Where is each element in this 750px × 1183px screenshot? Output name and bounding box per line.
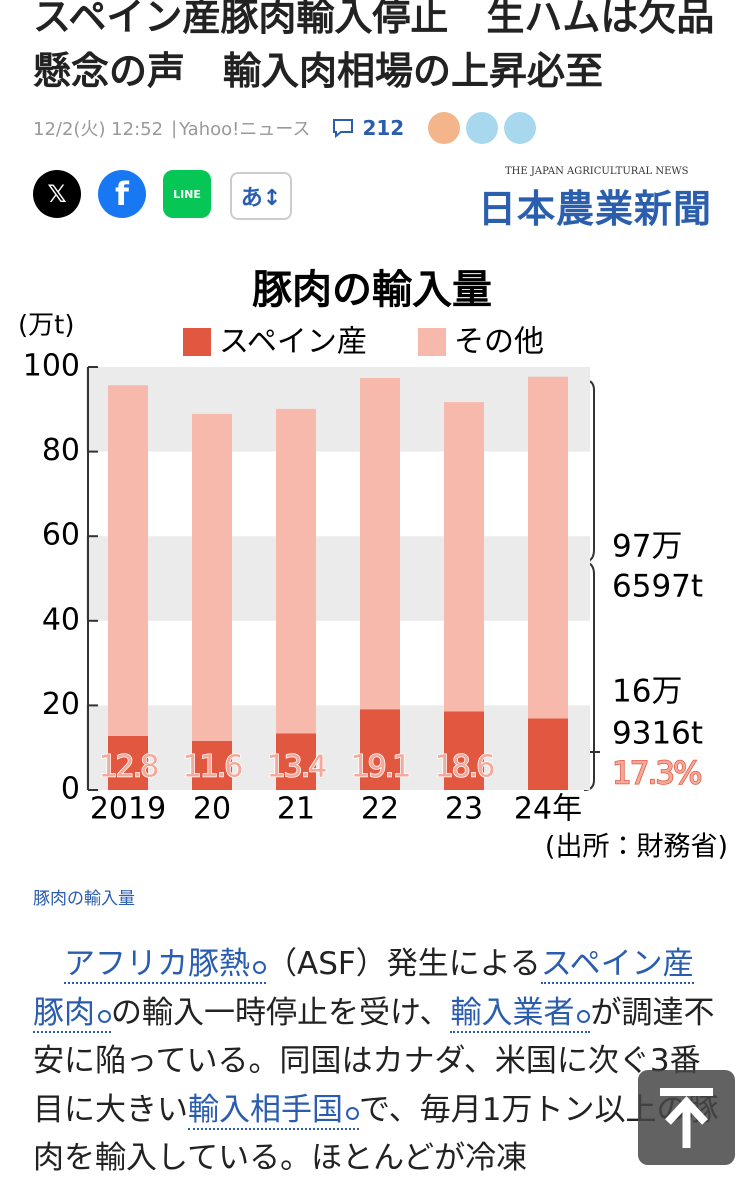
y-tick-label: 100 <box>23 349 80 384</box>
chart-title: 豚肉の輸入量 <box>252 267 492 313</box>
bar-segment <box>276 408 316 734</box>
bar-segment <box>192 413 232 741</box>
reaction-icon[interactable] <box>466 112 499 144</box>
value-label: 19.1 <box>351 750 410 785</box>
x-tick-label: 23 <box>445 792 483 827</box>
y-tick-label: 20 <box>42 687 80 722</box>
chart: 豚肉の輸入量 (万t) (出所：財務省) スペイン産 その他 0 20 40 60 80 10… <box>18 267 728 863</box>
y-unit: (万t) <box>18 311 74 341</box>
y-tick-label: 80 <box>42 433 80 468</box>
reaction-icon[interactable] <box>504 112 537 144</box>
logo-subtitle: THE JAPAN AGRICULTURAL NEWS <box>505 166 689 177</box>
font-size-button[interactable]: あ↕ <box>230 172 292 220</box>
bar-segment <box>192 740 232 790</box>
bar-segment <box>360 709 400 790</box>
logo: 日本農業新聞 <box>478 186 713 231</box>
value-label: 12.8 <box>99 750 159 785</box>
legend-swatch <box>183 328 211 356</box>
body-text: の輸入一時停止を受け、 <box>111 994 451 1031</box>
source[interactable]: Yahoo!ニュース <box>179 119 311 140</box>
grid-band <box>86 536 590 621</box>
comment-count[interactable]: 212 <box>362 116 405 140</box>
share-line[interactable]: LINE <box>163 170 211 218</box>
keyword-link[interactable]: 輸入業者 <box>450 994 591 1033</box>
grid-band <box>86 367 590 452</box>
separator: | <box>171 117 178 139</box>
body-text: が調達不安に陥っている。同国はカナダ、米国に次ぐ3番目に大きい <box>33 994 715 1128</box>
x-tick-label: 20 <box>193 792 231 827</box>
y-tick-label: 40 <box>42 602 80 637</box>
x-tick-label: 21 <box>277 792 315 827</box>
legend-swatch <box>418 328 446 356</box>
legend-label: スペイン産 <box>219 325 367 360</box>
reaction-icon[interactable] <box>428 112 461 144</box>
bar-segment <box>108 385 148 736</box>
value-label: 18.6 <box>435 750 495 785</box>
keyword-link[interactable]: スペイン産豚肉 <box>33 946 694 1033</box>
scroll-top-button[interactable] <box>638 1070 735 1165</box>
y-tick-label: 0 <box>61 772 80 807</box>
keyword-link[interactable]: 輸入相手国 <box>188 1091 359 1130</box>
bar-segment <box>108 735 148 790</box>
headline: スペイン産豚肉輸入停止 生ハムは欠品懸念の声 輸入肉相場の上昇必至 <box>33 0 715 93</box>
share-x[interactable]: 𝕏 <box>33 170 81 218</box>
date: 12/2(火) 12:52 <box>33 119 164 140</box>
bar-segment <box>276 733 316 790</box>
annotation: 16万 <box>612 674 682 710</box>
bar-segment <box>360 377 400 710</box>
body-text <box>33 946 64 982</box>
keyword-link[interactable]: アフリカ豚熱 <box>64 946 266 984</box>
x-tick-label: 22 <box>361 792 399 827</box>
bar-segment <box>528 718 568 790</box>
x-tick-label: 2019 <box>90 792 166 827</box>
annotation: 17.3% <box>612 756 701 792</box>
share-facebook[interactable]: f <box>98 170 146 218</box>
value-label: 11.6 <box>183 750 243 785</box>
annotation: 6597t <box>612 569 703 605</box>
source-note: (出所：財務省) <box>545 832 728 863</box>
bar-segment <box>444 402 484 712</box>
body-text: （ASF）発生による <box>266 946 541 982</box>
grid-band <box>86 705 590 790</box>
annotation: 9316t <box>612 716 703 752</box>
legend-label: その他 <box>454 325 544 360</box>
arrow-icon <box>660 1088 713 1148</box>
bar-segment <box>444 711 484 790</box>
bar-segment <box>528 376 568 719</box>
comment-icon <box>333 119 354 138</box>
meta: 12/2(火) 12:52 | Yahoo!ニュース 212 <box>33 112 537 144</box>
annotation: 97万 <box>612 529 682 565</box>
x-tick-label: 24年 <box>514 792 582 827</box>
y-tick-label: 60 <box>42 518 80 553</box>
value-label: 13.4 <box>267 750 327 785</box>
article-body: アフリカ豚熱 （ASF）発生によるスペイン産豚肉 の輸入一時停止を受け、輸入業者 が調… <box>33 940 723 1183</box>
image-caption[interactable]: 豚肉の輸入量 <box>33 889 135 909</box>
